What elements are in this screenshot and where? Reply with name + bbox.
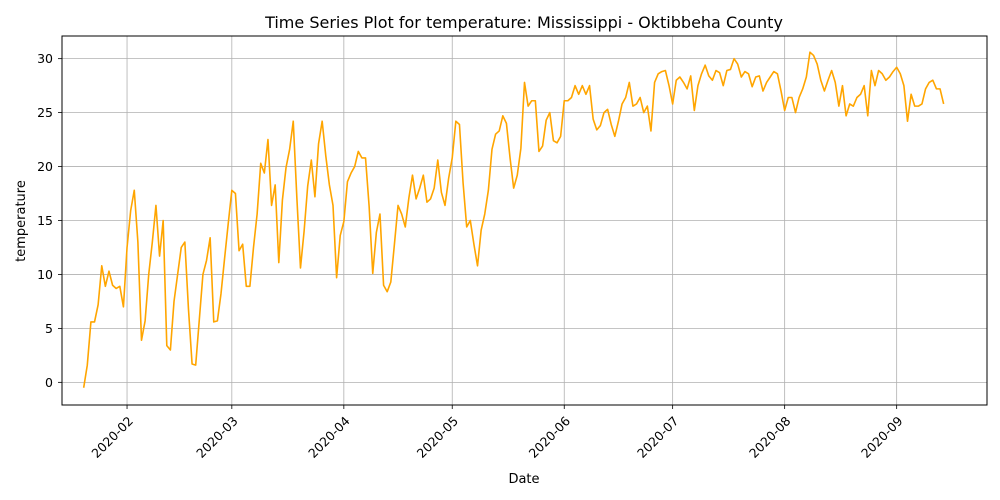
y-tick-label: 30 [37,51,53,66]
y-axis-label: temperature [14,180,29,262]
chart-title: Time Series Plot for temperature: Missis… [264,13,783,32]
y-tick-label: 0 [45,375,53,390]
x-axis-label: Date [508,472,539,487]
y-tick-label: 20 [37,159,53,174]
y-tick-label: 10 [37,267,53,282]
y-gridlines [62,58,987,383]
y-tick-label: 25 [37,105,53,120]
y-axis-ticks: 0 5 10 15 20 25 30 [37,51,62,390]
temperature-series-line [82,51,945,388]
y-tick-label: 5 [45,321,53,336]
y-tick-label: 15 [37,213,53,228]
